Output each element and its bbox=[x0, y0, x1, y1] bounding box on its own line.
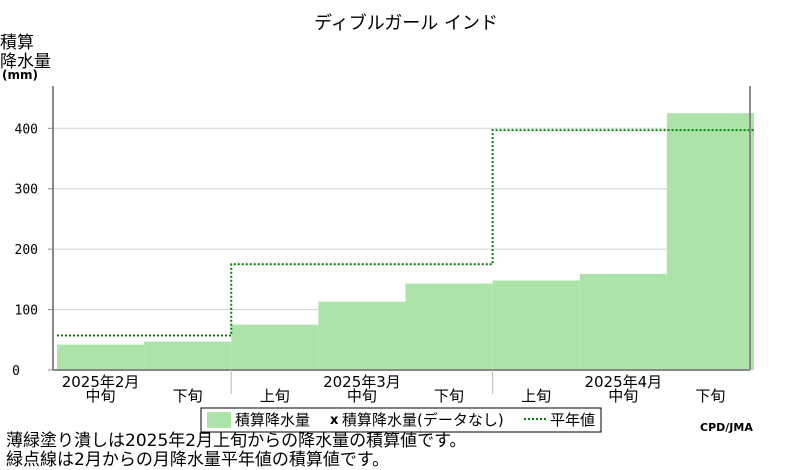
source-credit: CPD/JMA bbox=[700, 421, 753, 434]
month-label-0: 2025年2月 bbox=[62, 373, 140, 391]
bar-2 bbox=[231, 324, 319, 370]
month-label-1: 2025年3月 bbox=[323, 373, 401, 391]
chart-title: ディブルガール インド bbox=[314, 12, 498, 34]
legend-label-precip: 積算降水量 bbox=[235, 411, 310, 429]
period-label-7: 下旬 bbox=[695, 387, 725, 405]
bar-5 bbox=[492, 280, 580, 370]
y-axis-label-line-2: 降水量 bbox=[0, 52, 51, 72]
period-label-5: 上旬 bbox=[521, 387, 551, 405]
ytick-label-100: 100 bbox=[15, 304, 38, 319]
bars bbox=[57, 113, 754, 370]
month-label-2: 2025年4月 bbox=[584, 373, 662, 391]
y-axis-unit: (mm) bbox=[2, 68, 38, 82]
y-tick-labels: 0 100 200 300 400 bbox=[12, 122, 38, 379]
period-label-0: 中旬 bbox=[86, 387, 116, 405]
normal-line bbox=[57, 129, 754, 337]
legend-swatch-precip bbox=[207, 412, 231, 428]
ytick-label-200: 200 bbox=[15, 243, 38, 258]
normal-step-line bbox=[57, 129, 754, 337]
legend-label-normal: 平年値 bbox=[550, 411, 595, 429]
period-label-1: 下旬 bbox=[173, 387, 203, 405]
x-tick-labels: 中旬 下旬 上旬 中旬 下旬 上旬 中旬 下旬 2025年2月 2025年3月 2025年4月 bbox=[62, 373, 726, 405]
bar-3 bbox=[318, 301, 406, 370]
ytick-label-0: 0 bbox=[12, 364, 20, 379]
ytick-label-300: 300 bbox=[15, 183, 38, 198]
ytick-label-400: 400 bbox=[15, 122, 38, 137]
period-label-4: 下旬 bbox=[434, 387, 464, 405]
legend-label-nodata: 積算降水量(データなし) bbox=[342, 411, 504, 429]
bar-0 bbox=[57, 344, 145, 370]
period-label-2: 上旬 bbox=[260, 387, 290, 405]
legend-box bbox=[200, 407, 602, 433]
period-label-3: 中旬 bbox=[347, 387, 377, 405]
y-axis-label-line-1: 積算 bbox=[0, 33, 34, 53]
axes bbox=[48, 86, 751, 394]
bar-1 bbox=[144, 341, 232, 370]
bar-7 bbox=[666, 113, 754, 370]
legend: 積算降水量 x 積算降水量(データなし) 平年値 bbox=[200, 407, 602, 433]
bar-4 bbox=[405, 283, 493, 370]
bar-6 bbox=[579, 273, 667, 370]
footnote-fill: 薄緑塗り潰しは2025年2月上旬からの降水量の積算値です。 bbox=[6, 431, 467, 451]
period-label-6: 中旬 bbox=[608, 387, 638, 405]
footnote-dotted: 緑点線は2月からの月降水量平年値の積算値です。 bbox=[6, 450, 390, 470]
legend-marker-nodata: x bbox=[330, 413, 339, 428]
